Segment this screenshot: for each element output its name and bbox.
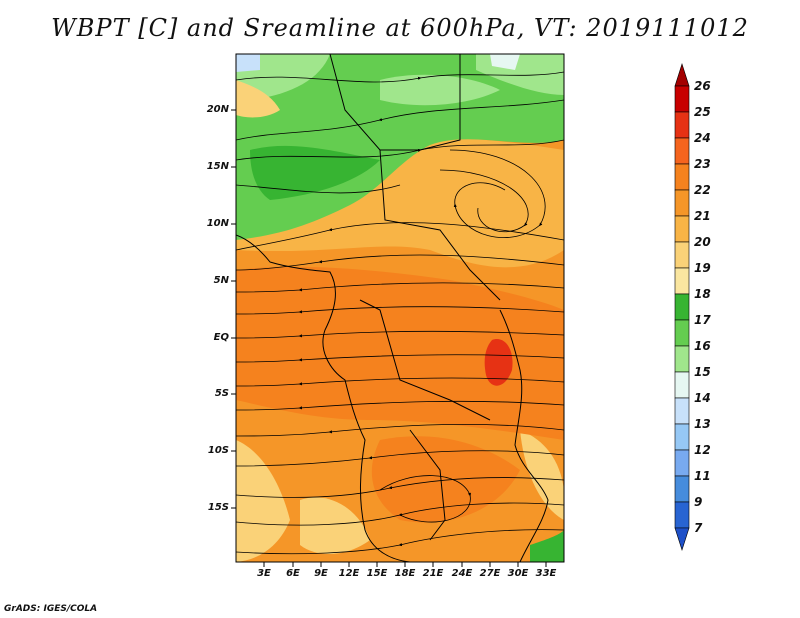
colorbar-label: 25: [694, 105, 711, 119]
lon-label: 18E: [394, 568, 416, 579]
axis-ticks: [231, 109, 547, 567]
lon-label: 30E: [507, 568, 529, 579]
colorbar-segment: [674, 501, 690, 529]
lon-label: 6E: [286, 568, 300, 579]
lon-label: 9E: [314, 568, 328, 579]
chart-title: WBPT [C] and Sreamline at 600hPa, VT: 20…: [51, 14, 749, 42]
lat-label: 5N: [213, 275, 229, 286]
colorbar-segment: [674, 137, 690, 165]
wbpt-field: [236, 54, 564, 562]
colorbar-label: 12: [694, 443, 711, 457]
colorbar-label: 23: [694, 157, 711, 171]
colorbar-top-arrow: [674, 63, 690, 87]
lat-label: 15N: [206, 161, 229, 172]
colorbar-label: 11: [694, 469, 711, 483]
colorbar-bottom-arrow: [674, 527, 690, 551]
colorbar-label: 22: [694, 183, 711, 197]
colorbar: [674, 63, 690, 551]
footer-credit: GrADS: IGES/COLA: [4, 604, 98, 614]
colorbar-segment: [674, 423, 690, 451]
colorbar-label: 20: [694, 235, 711, 249]
colorbar-label: 7: [694, 521, 703, 535]
lon-label: 21E: [422, 568, 444, 579]
lon-label: 24E: [451, 568, 473, 579]
lon-label: 12E: [338, 568, 360, 579]
lon-label: 33E: [535, 568, 557, 579]
colorbar-label: 14: [694, 391, 711, 405]
colorbar-label: 21: [694, 209, 711, 223]
colorbar-label: 19: [694, 261, 711, 275]
colorbar-segment: [674, 241, 690, 269]
colorbar-label: 26: [694, 79, 711, 93]
lat-label: 10N: [206, 218, 229, 229]
lat-label: 20N: [206, 104, 229, 115]
lon-label: 27E: [479, 568, 501, 579]
colorbar-segment: [674, 345, 690, 373]
colorbar-segment: [674, 371, 690, 399]
colorbar-segment: [674, 189, 690, 217]
colorbar-segment: [674, 111, 690, 139]
colorbar-segment: [674, 319, 690, 347]
lat-label: 5S: [214, 388, 229, 399]
colorbar-label: 18: [694, 287, 711, 301]
colorbar-segment: [674, 163, 690, 191]
colorbar-label: 9: [694, 495, 703, 509]
colorbar-segment: [674, 85, 690, 113]
colorbar-label: 16: [694, 339, 711, 353]
lat-label: 10S: [207, 445, 229, 456]
lat-label: EQ: [213, 332, 229, 343]
lon-label: 15E: [366, 568, 388, 579]
lon-label: 3E: [257, 568, 271, 579]
colorbar-segment: [674, 215, 690, 243]
colorbar-label: 17: [694, 313, 711, 327]
colorbar-label: 24: [694, 131, 711, 145]
lat-label: 15S: [207, 502, 229, 513]
colorbar-label: 15: [694, 365, 711, 379]
colorbar-segment: [674, 475, 690, 503]
map-frame: [235, 53, 565, 563]
colorbar-segment: [674, 293, 690, 321]
colorbar-label: 13: [694, 417, 711, 431]
colorbar-segment: [674, 267, 690, 295]
colorbar-segment: [674, 397, 690, 425]
colorbar-segment: [674, 449, 690, 477]
